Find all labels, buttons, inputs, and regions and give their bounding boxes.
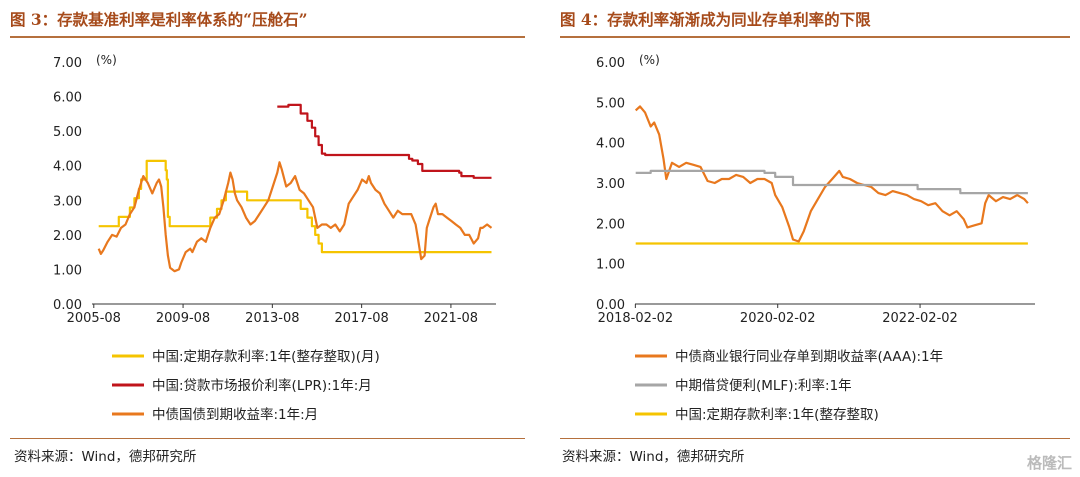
y-tick-label: 2.00 [53, 229, 82, 244]
y-tick-label: 0.00 [53, 298, 82, 313]
y-tick-label: 6.00 [596, 56, 625, 71]
x-tick-label: 2013-08 [245, 311, 299, 326]
y-tick-label: 5.00 [53, 125, 82, 140]
legend-label: 中国:贷款市场报价利率(LPR):1年:月 [152, 377, 372, 394]
right-footer-rule [560, 438, 1070, 439]
legend-label: 中国:定期存款利率:1年(整存整取) [675, 406, 879, 423]
left-figure-title: 图 3：存款基准利率是利率体系的“压舱石” [10, 10, 308, 29]
x-tick-label: 2017-08 [334, 311, 388, 326]
y-tick-label: 7.00 [53, 56, 82, 71]
y-tick-label: 1.00 [596, 258, 625, 273]
legend-label: 中债国债到期收益率:1年:月 [152, 406, 318, 423]
series-line-2 [635, 169, 1028, 195]
legend-label: 中期借贷便利(MLF):利率:1年 [675, 377, 852, 394]
x-tick-label: 2009-08 [156, 311, 210, 326]
y-tick-label: 3.00 [596, 177, 625, 192]
right-source-note: 资料来源：Wind，德邦研究所 [562, 449, 745, 465]
legend-label: 中国:定期存款利率:1年(整存整取)(月) [152, 348, 380, 365]
x-tick-label: 2005-08 [67, 311, 121, 326]
y-unit-label: (%) [639, 53, 660, 67]
y-tick-label: 4.00 [53, 160, 82, 175]
series-line-3 [97, 161, 493, 273]
left-title-rule [10, 36, 525, 38]
y-tick-label: 0.00 [596, 298, 625, 313]
left-line-chart: 0.00 1.00 2.00 3.00 4.00 5.00 6.00 7.00 (%) 2005-… [53, 53, 496, 423]
x-tick-label: 2022-02-02 [882, 311, 958, 326]
y-tick-label: 1.00 [53, 263, 82, 278]
y-tick-label: 2.00 [596, 217, 625, 232]
y-tick-label: 3.00 [53, 194, 82, 209]
right-line-chart: 0.00 1.00 2.00 3.00 4.00 5.00 6.00 (%) 2018-02-0… [596, 53, 1035, 423]
watermark: 格隆汇 [1026, 454, 1072, 472]
x-tick-label: 2018-02-02 [598, 311, 674, 326]
x-tick-label: 2020-02-02 [740, 311, 816, 326]
y-tick-label: 4.00 [596, 137, 625, 152]
legend-label: 中债商业银行同业存单到期收益率(AAA):1年 [675, 348, 943, 365]
series-line-1 [98, 159, 492, 254]
x-tick-label: 2021-08 [424, 311, 478, 326]
y-tick-label: 6.00 [53, 91, 82, 106]
left-source-note: 资料来源：Wind，德邦研究所 [14, 449, 197, 465]
right-figure-title: 图 4：存款利率渐渐成为同业存单利率的下限 [560, 10, 871, 29]
series-line-1 [634, 105, 1029, 243]
series-line-2 [277, 103, 492, 179]
y-unit-label: (%) [96, 53, 117, 67]
right-title-rule [560, 36, 1070, 38]
left-footer-rule [10, 438, 525, 439]
y-tick-label: 5.00 [596, 96, 625, 111]
